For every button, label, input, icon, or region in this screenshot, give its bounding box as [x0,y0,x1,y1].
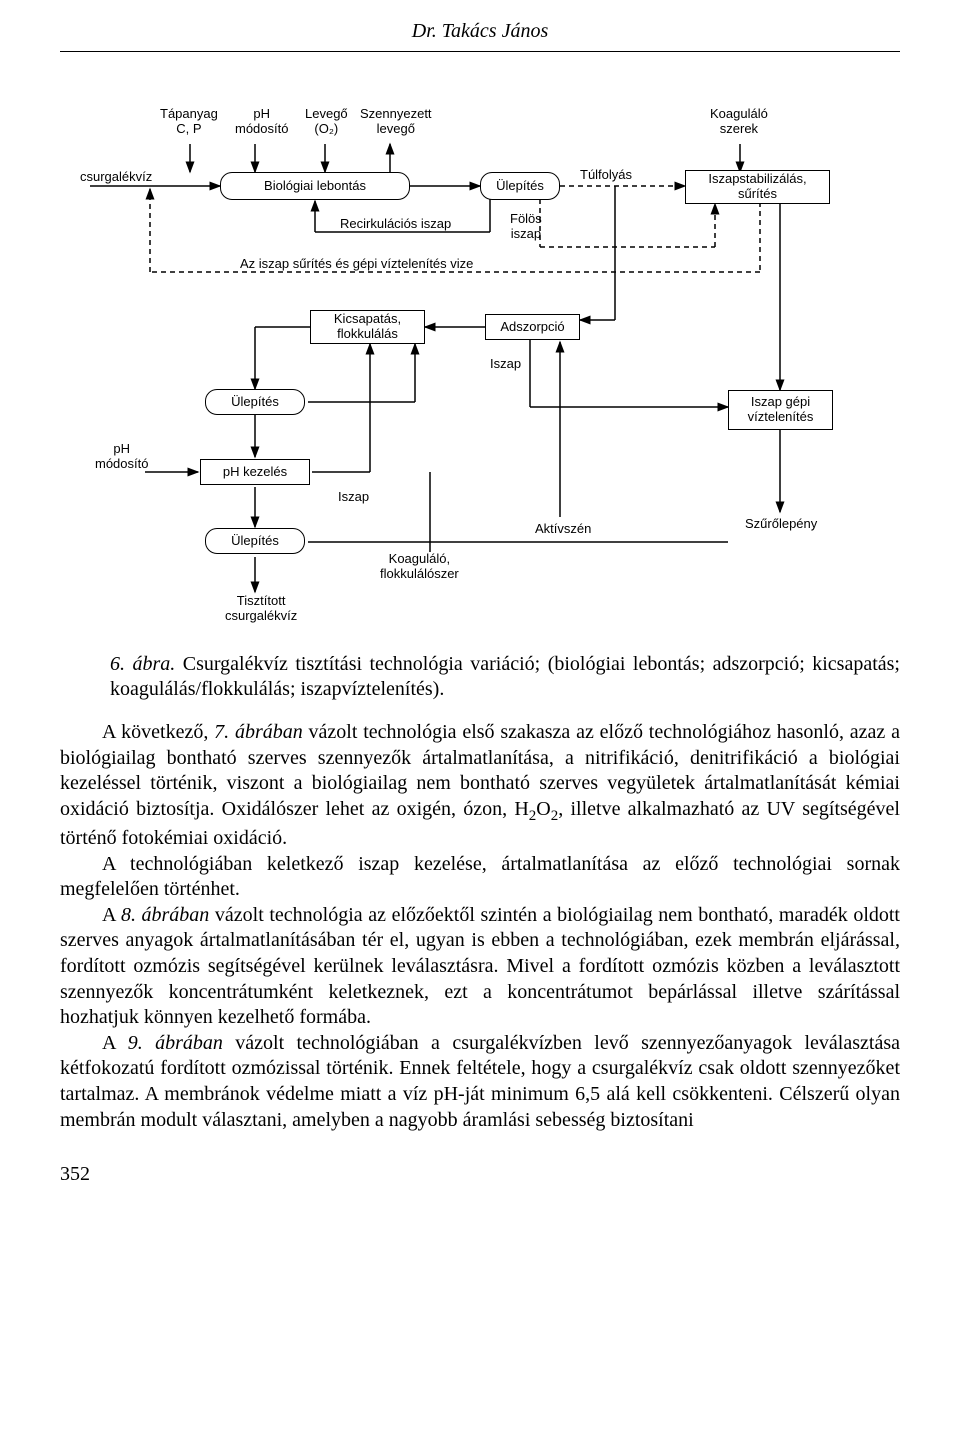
label-aktivszen: Aktívszén [535,522,591,537]
paragraph-3: A 8. ábrában vázolt technológia az előző… [60,903,900,1031]
label-ph-left: pHmódosító [95,442,148,472]
label-recirk: Recirkulációs iszap [340,217,451,232]
paragraph-2: A technológiában keletkező iszap kezelés… [60,852,900,903]
label-levego: Levegő(O₂) [305,107,348,137]
box-iszapgepi: Iszap gépivíztelenítés [728,390,833,430]
page-number: 352 [60,1163,900,1186]
label-ph-top: pHmódosító [235,107,288,137]
caption-fignum: 6. ábra. [110,653,175,675]
label-tulfolyas: Túlfolyás [580,168,632,183]
body-text: A következő, 7. ábrában vázolt technológ… [60,720,900,1133]
label-iszap1: Iszap [490,357,521,372]
label-szennyezett: Szennyezettlevegő [360,107,432,137]
box-iszapstab: Iszapstabilizálás,sűrítés [685,170,830,204]
label-koagulalo: Koagulálószerek [710,107,768,137]
label-iszap2: Iszap [338,490,369,505]
label-iszapviz: Az iszap sűrítés és gépi víztelenítés vi… [240,257,473,272]
box-phkezeles: pH kezelés [200,459,310,485]
box-kicsapatas: Kicsapatás,flokkulálás [310,310,425,344]
box-biologiai: Biológiai lebontás [220,172,410,200]
flowchart-diagram: TápanyagC, P pHmódosító Levegő(O₂) Szenn… [60,72,900,632]
author-header: Dr. Takács János [60,0,900,52]
label-tapanyag: TápanyagC, P [160,107,218,137]
label-tisztitott: Tisztítottcsurgalékvíz [225,594,297,624]
box-adszorpcio: Adszorpció [485,314,580,340]
label-koagflok: Koaguláló,flokkulálószer [380,552,459,582]
box-ulepites2: Ülepítés [205,389,305,415]
box-ulepites3: Ülepítés [205,528,305,554]
paragraph-1: A következő, 7. ábrában vázolt technológ… [60,720,900,852]
figure-caption: 6. ábra. Csurgalékvíz tisztítási technol… [60,652,900,702]
label-folos: Fölösiszap [510,212,542,242]
label-csurgalekviz: csurgalékvíz [80,170,152,185]
box-ulepites1: Ülepítés [480,172,560,200]
caption-text: Csurgalékvíz tisztítási technológia vari… [110,653,900,700]
paragraph-4: A 9. ábrában vázolt technológiában a csu… [60,1031,900,1133]
label-szurolepeny: Szűrőlepény [745,517,817,532]
